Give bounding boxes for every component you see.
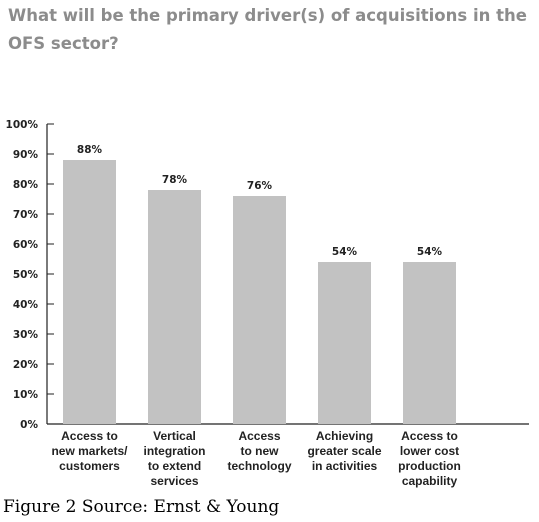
category-label-line: Access to bbox=[61, 429, 118, 443]
y-tick-label: 20% bbox=[13, 359, 39, 371]
y-tick-label: 80% bbox=[13, 179, 39, 191]
y-tick-label: 90% bbox=[13, 149, 39, 161]
bar bbox=[403, 262, 456, 424]
category-label: Access to lower cost production capability bbox=[398, 429, 461, 488]
category-label-line: greater scale bbox=[307, 444, 381, 458]
category-label-line: Access bbox=[238, 429, 280, 443]
chart-title: What will be the primary driver(s) of ac… bbox=[8, 6, 527, 53]
category-label: Vertical integration to extend services bbox=[144, 429, 206, 488]
bar-value-label: 78% bbox=[162, 174, 188, 186]
category-label-line: customers bbox=[59, 459, 120, 473]
bar-chart: 0% 10% 20% 30% 40% 50% 60% 70% 80% 90% 100% 88% Acce… bbox=[6, 119, 529, 488]
category-label: Achieving greater scale in activities bbox=[307, 429, 381, 473]
category-label-line: Vertical bbox=[153, 429, 196, 443]
category-label-line: Achieving bbox=[316, 429, 373, 443]
category-label: Access to new markets/customers bbox=[51, 429, 128, 473]
y-tick-label: 50% bbox=[13, 269, 39, 281]
figure-caption: Figure 2 Source: Ernst & Young bbox=[3, 497, 280, 517]
category-label-line: to extend bbox=[148, 459, 201, 473]
bar bbox=[318, 262, 371, 424]
category-label: Access to new technology bbox=[227, 429, 291, 473]
y-tick-label: 30% bbox=[13, 329, 39, 341]
y-tick-label: 100% bbox=[6, 119, 39, 131]
y-tick-label: 40% bbox=[13, 299, 39, 311]
category-label-line: capability bbox=[402, 474, 458, 488]
bar bbox=[233, 196, 286, 424]
category-label-line: lower cost bbox=[400, 444, 459, 458]
y-tick-label: 70% bbox=[13, 209, 39, 221]
y-tick-label: 0% bbox=[20, 419, 38, 431]
category-label-line: to new bbox=[241, 444, 280, 458]
y-tick-label: 10% bbox=[13, 389, 39, 401]
bar-value-label: 54% bbox=[332, 246, 358, 258]
bar-value-label: 76% bbox=[247, 180, 273, 192]
bar bbox=[148, 190, 201, 424]
category-label-line: technology bbox=[227, 459, 291, 473]
bar bbox=[63, 160, 116, 424]
category-label-line: in activities bbox=[312, 459, 378, 473]
bar-value-label: 88% bbox=[77, 144, 103, 156]
y-tick-label: 60% bbox=[13, 239, 39, 251]
bar-value-label: 54% bbox=[417, 246, 443, 258]
category-label-line: services bbox=[150, 474, 198, 488]
category-label-line: production bbox=[398, 459, 461, 473]
category-label-line: integration bbox=[144, 444, 206, 458]
category-label-line: new markets/ bbox=[51, 444, 128, 458]
category-label-line: Access to bbox=[401, 429, 458, 443]
